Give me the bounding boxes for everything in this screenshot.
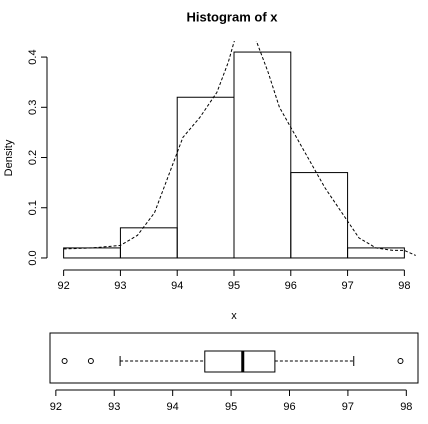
x-tick-label: 95 (225, 401, 237, 413)
x-tick-label: 93 (108, 401, 120, 413)
y-tick-label: 0.0 (27, 250, 39, 265)
bar (233, 51, 292, 259)
y-tick-label: 0.4 (27, 49, 39, 64)
x-tick-label: 98 (400, 401, 412, 413)
bar (176, 96, 235, 259)
chart-title: Histogram of x (186, 9, 278, 24)
x-tick-label: 96 (283, 401, 295, 413)
x-tick-label: 97 (341, 280, 353, 292)
x-tick-label: 93 (114, 280, 126, 292)
box (204, 350, 276, 373)
x-tick-label: 97 (342, 401, 354, 413)
x-tick-label: 94 (167, 401, 179, 413)
x-tick-label: 98 (398, 280, 410, 292)
density-line (63, 41, 416, 256)
x-tick-label: 94 (171, 280, 183, 292)
bar (63, 247, 121, 259)
y-tick-label: 0.2 (27, 150, 39, 165)
outlier (61, 358, 68, 364)
y-tick-label: 0.3 (27, 100, 39, 115)
outlier (397, 358, 404, 364)
bar (119, 227, 178, 259)
y-tick-label: 0.1 (27, 200, 39, 215)
x-tick-label: 92 (50, 401, 62, 413)
box-frame (49, 332, 419, 384)
bar (347, 247, 405, 259)
x-tick-label: 92 (58, 280, 70, 292)
bar (290, 172, 349, 259)
x-tick-label: 96 (285, 280, 297, 292)
y-axis-label: Density (3, 139, 15, 176)
outlier (87, 358, 94, 364)
x-axis-label: x (231, 310, 237, 322)
x-tick-label: 95 (228, 280, 240, 292)
